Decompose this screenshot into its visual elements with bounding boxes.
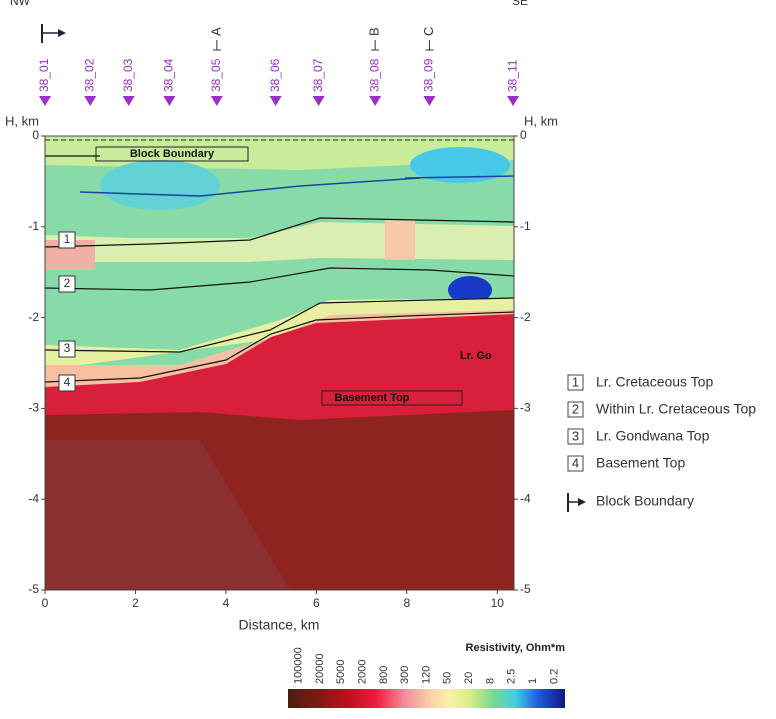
colorbar-tick-label: 800: [378, 666, 390, 684]
y-axis-label: H, km: [5, 113, 39, 128]
x-axis-label: Distance, km: [239, 617, 320, 633]
colorbar-tick-label: 50: [442, 672, 454, 684]
colorbar-tick-label: 300: [399, 666, 411, 684]
section-marker-label: B: [367, 27, 382, 36]
direction-label: NW: [10, 0, 31, 8]
horizon-label: 3: [64, 341, 71, 355]
y-tick-label: -5: [28, 582, 39, 596]
legend-box: [567, 428, 584, 445]
station-label: 38_05: [209, 58, 223, 92]
y-tick-label: -4: [28, 491, 39, 505]
x-tick-label: 2: [132, 596, 139, 610]
colorbar-tick-label: 0.2: [548, 669, 560, 684]
annotation-box: [321, 390, 463, 406]
x-tick-label: 4: [223, 596, 230, 610]
station-marker: [210, 96, 223, 106]
colorbar-tick-label: 2.5: [506, 669, 518, 684]
station-label: 38_01: [37, 58, 51, 92]
colorbar-tick-label: 5000: [335, 660, 347, 684]
station-marker: [122, 96, 135, 106]
legend-label: Basement Top: [596, 455, 685, 471]
y-tick-label: 0: [520, 128, 527, 142]
station-label: 38_06: [268, 58, 282, 92]
colorbar-tick-label: 8: [484, 678, 496, 684]
station-marker: [369, 96, 382, 106]
annotation-box: [95, 146, 249, 162]
legend-box: [567, 455, 584, 472]
section-marker-label: C: [421, 27, 436, 36]
horizon-label-box: [58, 275, 76, 293]
direction-label: SE: [512, 0, 528, 8]
station-label: 38_09: [422, 58, 436, 92]
x-tick-label: 6: [313, 596, 320, 610]
station-marker: [507, 96, 520, 106]
y-tick-label: -3: [520, 401, 531, 415]
colorbar-tick-label: 2000: [356, 660, 368, 684]
horizon-label: 2: [64, 276, 71, 290]
station-label: 38_07: [311, 58, 325, 92]
y-tick-label: -3: [28, 401, 39, 415]
station-marker: [423, 96, 436, 106]
colorbar-tick-label: 1: [527, 678, 539, 684]
horizon-label: 4: [64, 375, 71, 389]
colorbar-tick-label: 120: [420, 666, 432, 684]
x-tick-label: 8: [403, 596, 410, 610]
y-tick-label: -5: [520, 582, 531, 596]
station-marker: [163, 96, 176, 106]
legend-box: [567, 374, 584, 391]
plot-frame: [44, 135, 515, 591]
legend-box: [567, 401, 584, 418]
annotation: Lr. Go: [460, 350, 492, 362]
legend-label: Within Lr. Cretaceous Top: [596, 401, 756, 417]
x-tick-label: 10: [491, 596, 505, 610]
colorbar-tick-label: 100000: [293, 647, 305, 684]
station-marker: [312, 96, 325, 106]
section-marker-label: A: [208, 27, 223, 36]
colorbar-tick-label: 20: [463, 672, 475, 684]
y-tick-label: -2: [28, 310, 39, 324]
station-label: 38_02: [82, 58, 96, 92]
legend-label: Lr. Cretaceous Top: [596, 374, 713, 390]
y-tick-label: -1: [520, 219, 531, 233]
legend-boundary-icon: [578, 498, 586, 506]
horizon-label-box: [58, 231, 76, 249]
legend-number: 2: [572, 401, 579, 416]
station-label: 38_11: [505, 59, 519, 92]
station-label: 38_08: [367, 58, 381, 92]
colorbar-title: Resistivity, Ohm*m: [466, 642, 566, 654]
legend-label: Lr. Gondwana Top: [596, 428, 710, 444]
resistivity-section: [45, 136, 514, 590]
horizon-label: 1: [64, 232, 71, 246]
legend-number: 1: [572, 374, 579, 389]
annotation: Block Boundary: [130, 148, 215, 160]
y-tick-label: -1: [28, 219, 39, 233]
station-marker: [269, 96, 282, 106]
y-tick-label: 0: [32, 128, 39, 142]
legend-number: 4: [572, 455, 579, 470]
legend-number: 3: [572, 428, 579, 443]
block-boundary-icon: [41, 24, 66, 43]
horizon-label-box: [58, 374, 76, 392]
station-label: 38_03: [121, 58, 135, 92]
horizon-label-box: [58, 340, 76, 358]
colorbar-tick-label: 20000: [314, 653, 326, 684]
legend-label: Block Boundary: [596, 493, 694, 509]
station-marker: [84, 96, 97, 106]
y-axis-label: H, km: [524, 113, 558, 128]
y-tick-label: -4: [520, 491, 531, 505]
x-tick-label: 0: [42, 596, 49, 610]
station-marker: [39, 96, 51, 106]
annotation: Basement Top: [335, 392, 410, 404]
y-tick-label: -2: [520, 310, 531, 324]
colorbar: [288, 689, 565, 708]
station-label: 38_04: [162, 58, 176, 92]
